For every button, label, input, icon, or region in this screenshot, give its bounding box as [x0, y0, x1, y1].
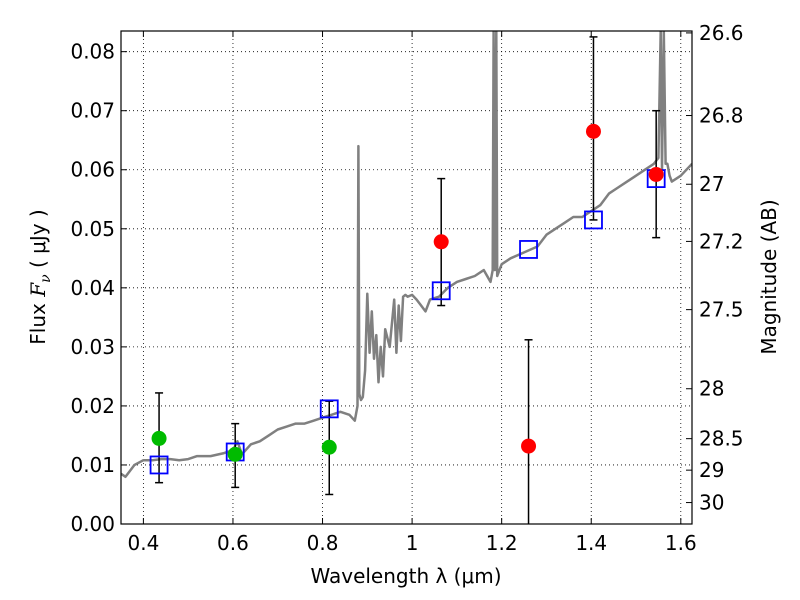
detection-point — [521, 438, 537, 454]
right-tick-label: 28.5 — [699, 427, 744, 451]
optical-point — [321, 439, 337, 455]
model-photometry-square — [431, 281, 451, 301]
detection-point — [433, 234, 449, 250]
detection-point — [648, 166, 664, 182]
right-tick-label: 26.8 — [699, 104, 744, 128]
axis-labels: 0.4 0.6 0.8 1 1.2 1.4 1.6 0.00 0.01 0.02 0.03 0.04 0… — [70, 21, 743, 555]
right-axis-title: Magnitude (AB) — [757, 199, 781, 354]
axis-ticks — [121, 31, 692, 525]
y-tick-label: 0.07 — [70, 99, 115, 123]
x-axis-title: Wavelength λ (μm) — [310, 564, 501, 588]
optical-point — [151, 430, 167, 446]
y-tick-label: 0.06 — [70, 158, 115, 182]
x-tick-label: 1.6 — [665, 531, 697, 555]
y-tick-label: 0.04 — [70, 276, 115, 300]
model-spectrum-line — [121, 31, 692, 479]
model-photometry-square — [584, 210, 603, 230]
model-photometry-square — [519, 240, 538, 259]
right-tick-label: 27 — [699, 172, 724, 196]
x-tick-label: 0.6 — [217, 531, 249, 555]
detection-point — [585, 123, 601, 139]
x-tick-label: 1 — [406, 531, 419, 555]
y-tick-label: 0.01 — [70, 453, 115, 477]
optical-point — [227, 446, 243, 462]
right-tick-label: 27.5 — [699, 298, 744, 322]
y-tick-label: 0.05 — [70, 217, 115, 241]
right-tick-label: 29 — [699, 458, 724, 482]
y-axis-title: Flux Fν ( μJy ) — [26, 209, 54, 344]
x-tick-label: 0.4 — [127, 531, 159, 555]
y-tick-label: 0.02 — [70, 394, 115, 418]
y-tick-label: 0.03 — [70, 335, 115, 359]
right-tick-label: 30 — [699, 491, 724, 515]
grid — [121, 31, 692, 525]
model-photometry-square — [319, 399, 339, 419]
right-tick-label: 27.2 — [699, 229, 744, 253]
right-tick-label: 26.6 — [699, 21, 744, 45]
right-tick-label: 28 — [699, 377, 724, 401]
plot-frame — [120, 30, 693, 525]
x-tick-label: 1.4 — [575, 531, 607, 555]
x-tick-label: 1.2 — [486, 531, 518, 555]
y-tick-label: 0.08 — [70, 40, 115, 64]
model-photometry-square — [149, 455, 169, 475]
plot-area — [121, 31, 692, 524]
x-tick-label: 0.8 — [307, 531, 339, 555]
y-tick-label: 0.00 — [70, 512, 115, 536]
